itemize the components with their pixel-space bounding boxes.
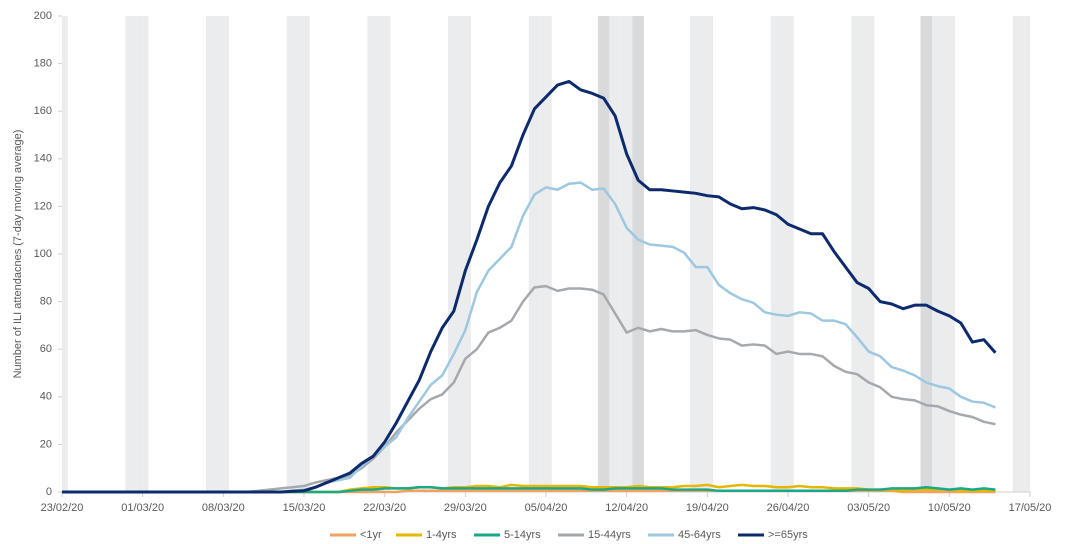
legend-label: 45-64yrs: [678, 529, 721, 541]
x-tick-label: 15/03/20: [283, 502, 326, 514]
weekend-band: [62, 16, 68, 492]
weekend-band: [459, 16, 472, 492]
weekend-band: [367, 16, 379, 492]
y-axis-label: Number of ILI attendacnes (7-day moving …: [12, 130, 24, 379]
weekend-band: [770, 16, 783, 492]
y-tick-label: 100: [34, 248, 52, 260]
y-tick-label: 60: [40, 343, 52, 355]
x-tick-label: 01/03/20: [121, 502, 164, 514]
x-tick-label: 23/02/20: [41, 502, 84, 514]
y-tick-label: 40: [40, 391, 52, 403]
x-tick-label: 10/05/20: [928, 502, 971, 514]
x-tick-label: 05/04/20: [525, 502, 568, 514]
series-line: [62, 79, 997, 494]
weekend-band: [620, 16, 633, 492]
weekend-band: [286, 16, 299, 492]
y-tick-label: 200: [34, 10, 52, 22]
weekend-band: [217, 16, 230, 492]
holiday-band: [597, 16, 610, 492]
weekend-band: [690, 16, 702, 492]
weekend-band: [1012, 16, 1025, 492]
x-tick-label: 12/04/20: [605, 502, 648, 514]
weekend-band: [782, 16, 794, 492]
weekend-band: [540, 16, 552, 492]
y-tick-label: 80: [40, 296, 52, 308]
x-tick-label: 29/03/20: [444, 502, 487, 514]
holiday-band: [632, 16, 644, 492]
weekend-band: [206, 16, 218, 492]
weekend-band: [932, 16, 944, 492]
x-tick-label: 08/03/20: [202, 502, 245, 514]
weekend-band: [448, 16, 460, 492]
y-tick-label: 140: [34, 153, 52, 165]
weekend-band: [851, 16, 863, 492]
weekend-band: [1024, 16, 1030, 492]
weekend-band: [528, 16, 541, 492]
y-tick-label: 20: [40, 438, 52, 450]
weekend-band: [609, 16, 621, 492]
weekend-band: [125, 16, 137, 492]
legend-label: >=65yrs: [768, 529, 808, 541]
weekend-band: [298, 16, 310, 492]
x-tick-label: 17/05/20: [1009, 502, 1052, 514]
holiday-band: [920, 16, 933, 492]
x-tick-label: 22/03/20: [363, 502, 406, 514]
x-tick-label: 26/04/20: [767, 502, 810, 514]
x-tick-label: 03/05/20: [847, 502, 890, 514]
y-tick-label: 180: [34, 58, 52, 70]
y-tick-label: 0: [46, 486, 52, 498]
legend: <1yr 1-4yrs 5-14yrs 15-44yrs 45-64yrs >=65yrs: [330, 529, 808, 541]
legend-label: <1yr: [360, 529, 382, 541]
weekend-band: [943, 16, 956, 492]
weekend-band: [701, 16, 714, 492]
y-tick-label: 120: [34, 200, 52, 212]
weekend-band: [378, 16, 391, 492]
weekend-band: [862, 16, 875, 492]
legend-label: 5-14yrs: [504, 529, 541, 541]
y-tick-label: 160: [34, 105, 52, 117]
legend-label: 15-44yrs: [588, 529, 631, 541]
legend-label: 1-4yrs: [426, 529, 457, 541]
weekend-band: [136, 16, 149, 492]
x-tick-label: 19/04/20: [686, 502, 729, 514]
